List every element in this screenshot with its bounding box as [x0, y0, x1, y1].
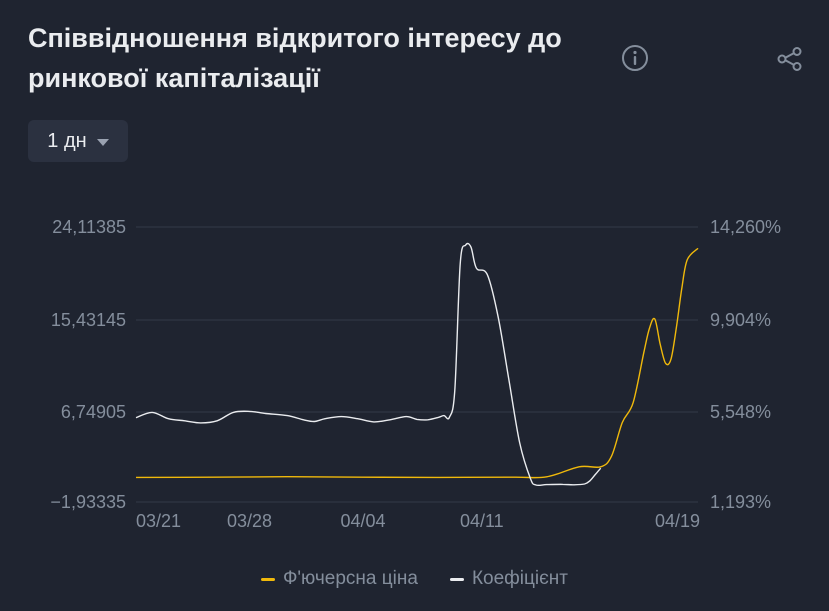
page-title: Співвідношення відкритого інтересу до ри…	[28, 23, 562, 93]
y-right-tick-label: 14,260%	[710, 217, 781, 237]
interval-selected: 1 дн	[47, 129, 87, 152]
y-right-tick-label: 9,904%	[710, 310, 771, 330]
y-right-tick-label: 1,193%	[710, 492, 771, 512]
caret-down-icon	[96, 138, 109, 146]
legend-label-futures-price: Ф'ючерсна ціна	[282, 568, 418, 589]
share-icon	[777, 47, 802, 71]
info-button[interactable]	[620, 43, 650, 73]
y-left-tick-label: −1,93335	[50, 492, 126, 512]
series-line-futures-price	[135, 247, 699, 479]
x-tick-label: 04/04	[340, 511, 385, 530]
legend-item-futures-price[interactable]: Ф'ючерсна ціна	[260, 568, 418, 590]
y-left-tick-label: 15,43145	[51, 310, 126, 330]
x-tick-label: 03/21	[136, 511, 181, 530]
share-button[interactable]	[774, 43, 806, 75]
legend-item-ratio[interactable]: Коефіцієнт	[449, 568, 568, 590]
y-left-tick-label: 24,11385	[52, 217, 126, 237]
y-left-tick-label: 6,74905	[61, 402, 126, 422]
x-tick-label: 03/28	[227, 511, 272, 530]
legend-label-ratio: Коефіцієнт	[471, 568, 568, 589]
series-line-ratio	[135, 242, 602, 487]
chart: 24,11385 15,43145 6,74905 −1,93335 14,260% 9…	[50, 217, 781, 530]
legend-swatch-ratio	[449, 577, 464, 581]
x-tick-label: 04/11	[460, 511, 504, 530]
x-tick-label: 04/19	[655, 511, 700, 530]
legend: Ф'ючерсна ціна Коефіцієнт	[0, 568, 829, 590]
y-right-tick-label: 5,548%	[710, 402, 771, 422]
info-icon	[622, 45, 648, 71]
interval-dropdown[interactable]: 1 дн	[28, 120, 128, 162]
legend-swatch-futures-price	[260, 577, 275, 581]
